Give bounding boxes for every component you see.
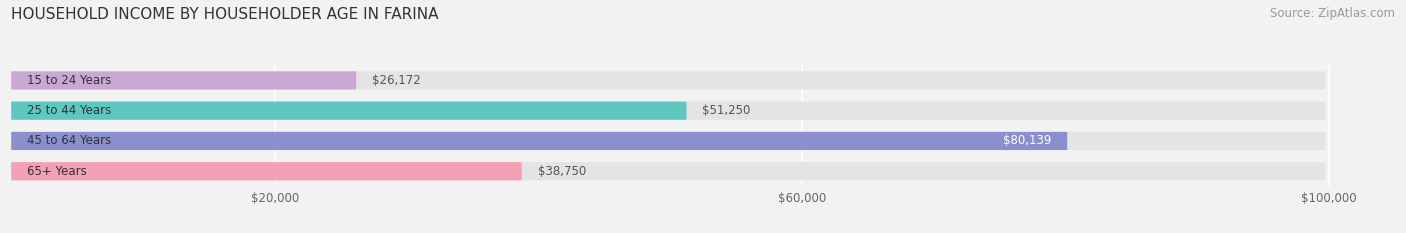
Text: 15 to 24 Years: 15 to 24 Years [27,74,111,87]
Text: 65+ Years: 65+ Years [27,165,87,178]
Text: $80,139: $80,139 [1002,134,1052,147]
FancyBboxPatch shape [11,132,1067,150]
Text: Source: ZipAtlas.com: Source: ZipAtlas.com [1270,7,1395,20]
Text: $38,750: $38,750 [537,165,586,178]
Text: $26,172: $26,172 [373,74,420,87]
Text: 45 to 64 Years: 45 to 64 Years [27,134,111,147]
FancyBboxPatch shape [11,162,1326,180]
FancyBboxPatch shape [11,102,1326,120]
Text: 25 to 44 Years: 25 to 44 Years [27,104,111,117]
FancyBboxPatch shape [11,132,1326,150]
Text: HOUSEHOLD INCOME BY HOUSEHOLDER AGE IN FARINA: HOUSEHOLD INCOME BY HOUSEHOLDER AGE IN F… [11,7,439,22]
FancyBboxPatch shape [11,102,686,120]
FancyBboxPatch shape [11,162,522,180]
FancyBboxPatch shape [11,71,356,89]
FancyBboxPatch shape [11,71,1326,89]
Text: $51,250: $51,250 [703,104,751,117]
